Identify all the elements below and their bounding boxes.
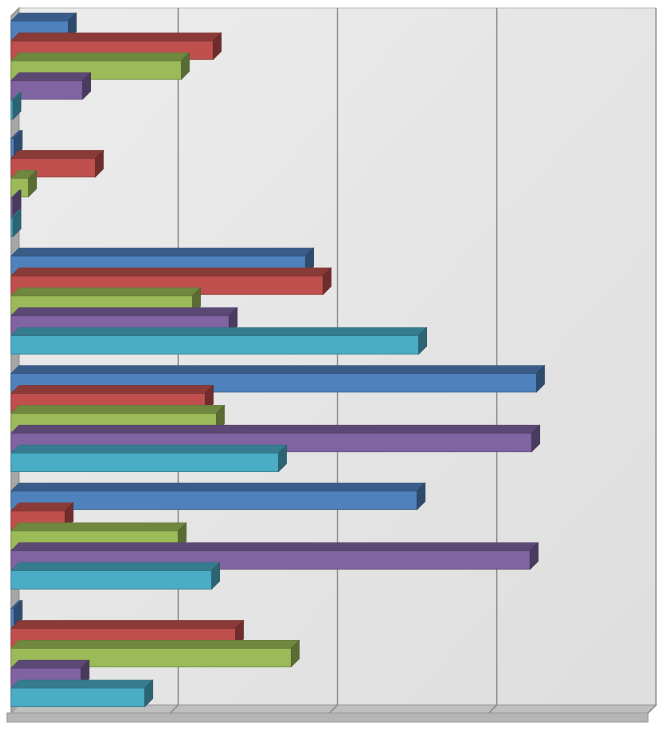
bar-end	[12, 209, 22, 238]
bar-end	[95, 149, 104, 178]
bar-top	[10, 72, 92, 81]
bar-top	[10, 267, 332, 277]
bar-top	[10, 385, 215, 394]
gridline-floor	[488, 704, 498, 714]
bar-top	[10, 150, 105, 159]
bar	[10, 561, 221, 590]
bar	[10, 679, 154, 708]
floor-edge	[6, 712, 649, 723]
bar-end	[212, 32, 222, 61]
bar-front	[10, 608, 15, 628]
bar-top	[10, 307, 238, 317]
bar-end	[531, 424, 541, 453]
bar-top	[10, 639, 301, 649]
bar-top	[10, 679, 154, 689]
bar	[10, 189, 22, 218]
bar-top	[10, 327, 428, 336]
gridline-floor	[169, 704, 179, 714]
bar-top	[10, 522, 187, 532]
bar-end	[418, 326, 427, 355]
bar-front	[10, 570, 213, 590]
bar-end	[278, 444, 287, 473]
bar-front	[10, 335, 420, 355]
chart-walls	[6, 6, 658, 723]
bar-end	[211, 561, 220, 590]
gridlines	[169, 8, 657, 714]
bar	[10, 482, 426, 511]
bar-end	[529, 541, 539, 570]
bar	[10, 639, 301, 668]
bar-front	[10, 687, 146, 707]
bar-top	[10, 502, 74, 512]
bar-end	[322, 267, 332, 296]
bar-end	[416, 482, 426, 511]
bar-end	[290, 639, 300, 668]
bar	[10, 71, 92, 100]
bar-end	[82, 71, 91, 100]
bar	[10, 326, 428, 355]
bar-top	[10, 287, 202, 297]
bar-top	[10, 562, 221, 571]
bar-front	[10, 452, 279, 473]
bar-top	[10, 424, 541, 434]
bar-top	[10, 365, 546, 374]
bar-front	[10, 138, 15, 158]
bar-top	[10, 482, 426, 492]
bar-end	[144, 679, 154, 708]
bar-end	[28, 169, 37, 198]
bar-front	[10, 80, 84, 100]
bar	[10, 169, 38, 198]
bar-top	[10, 247, 315, 257]
gridline-floor	[329, 704, 338, 714]
bar-top	[10, 404, 226, 414]
bars	[10, 12, 546, 708]
bar-top	[10, 444, 288, 454]
gridline-floor	[647, 704, 657, 714]
bar	[10, 129, 23, 158]
bar-top	[10, 32, 222, 42]
bar	[10, 91, 22, 120]
bar-top	[10, 12, 78, 22]
bar-end	[12, 91, 22, 120]
bar-top	[10, 620, 245, 629]
bar	[10, 209, 22, 238]
bar	[10, 444, 288, 473]
bar-end	[181, 52, 190, 81]
bar-top	[10, 659, 90, 669]
bar-top	[10, 542, 539, 552]
bar-top	[10, 52, 191, 62]
bar-end	[536, 364, 545, 393]
